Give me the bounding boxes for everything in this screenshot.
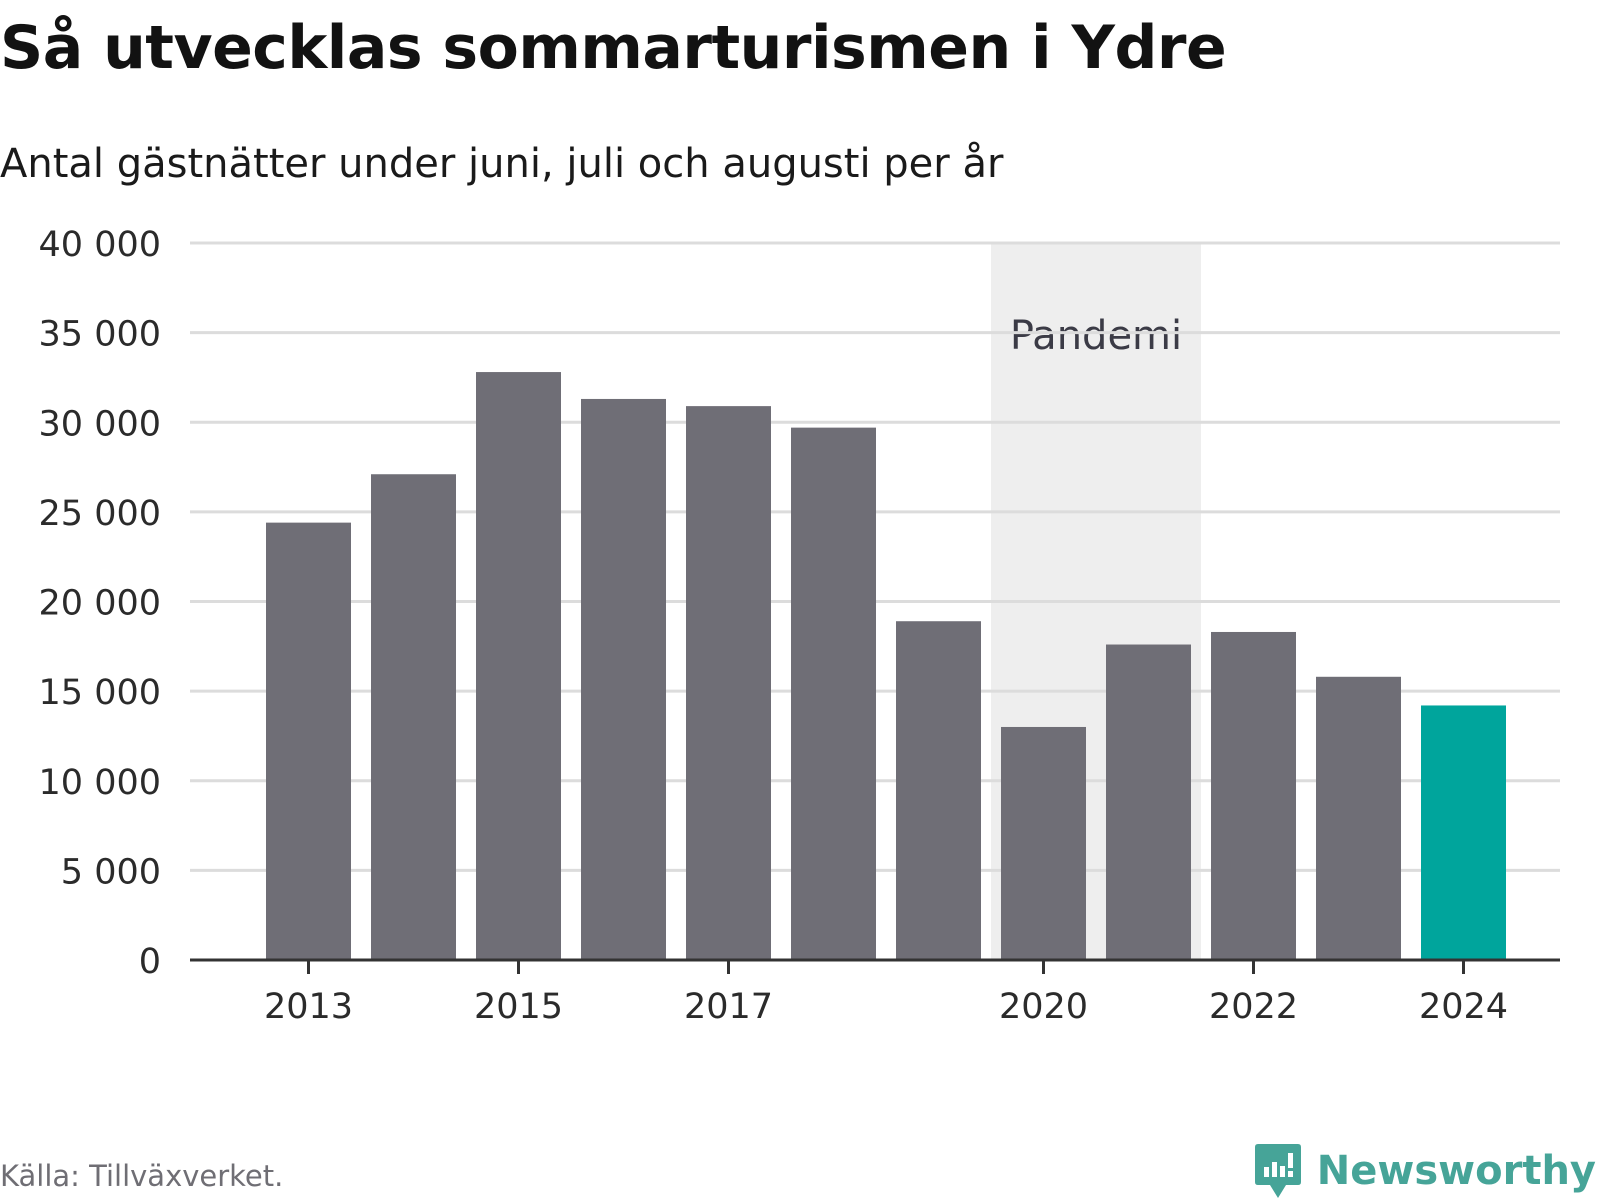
bars: [266, 372, 1506, 960]
x-tick-label: 2020: [999, 987, 1088, 1027]
y-tick-label: 10 000: [39, 763, 161, 803]
chart-title: Så utvecklas sommarturismen i Ydre: [0, 13, 1227, 83]
y-tick-label: 25 000: [39, 494, 161, 534]
bar: [791, 427, 876, 960]
bar-chart-speech-bubble-icon: [1254, 1144, 1301, 1198]
x-tick-label: 2024: [1419, 987, 1508, 1027]
bar: [476, 372, 561, 960]
bar: [371, 474, 456, 960]
source-note: Källa: Tillväxverket.: [0, 1159, 284, 1193]
y-tick-label: 35 000: [39, 315, 161, 355]
y-tick-label: 40 000: [39, 225, 161, 265]
chart-subtitle: Antal gästnätter under juni, juli och au…: [0, 141, 1004, 187]
bar: [686, 406, 771, 960]
x-tick-label: 2017: [684, 987, 773, 1027]
y-tick-label: 0: [139, 942, 161, 982]
bar: [896, 621, 981, 960]
bar: [581, 398, 666, 960]
newsworthy-brand: Newsworthy: [1253, 1142, 1596, 1200]
pandemic-label: Pandemi: [1010, 313, 1182, 359]
x-tick-label: 2022: [1209, 987, 1298, 1027]
x-tick-label: 2015: [474, 987, 563, 1027]
tick-labels: 0 5 000 10 000 15 000 20 000 25 000 30 000 35 0…: [39, 225, 1509, 1027]
y-tick-label: 5 000: [61, 852, 161, 892]
x-tick-label: 2013: [264, 987, 353, 1027]
y-tick-label: 15 000: [39, 673, 161, 713]
bar-chart: Pandemi 0 5 000 10 000 15 000 20 000 25 000 30…: [39, 225, 1560, 1027]
bar-highlight: [1421, 705, 1506, 960]
bar: [266, 522, 351, 960]
bar: [1001, 726, 1086, 960]
brand-name: Newsworthy: [1316, 1148, 1596, 1194]
y-tick-label: 20 000: [39, 584, 161, 624]
y-tick-label: 30 000: [39, 404, 161, 444]
bar: [1106, 644, 1191, 960]
bar: [1316, 676, 1401, 960]
axes: [190, 958, 1560, 974]
bar: [1211, 631, 1296, 960]
